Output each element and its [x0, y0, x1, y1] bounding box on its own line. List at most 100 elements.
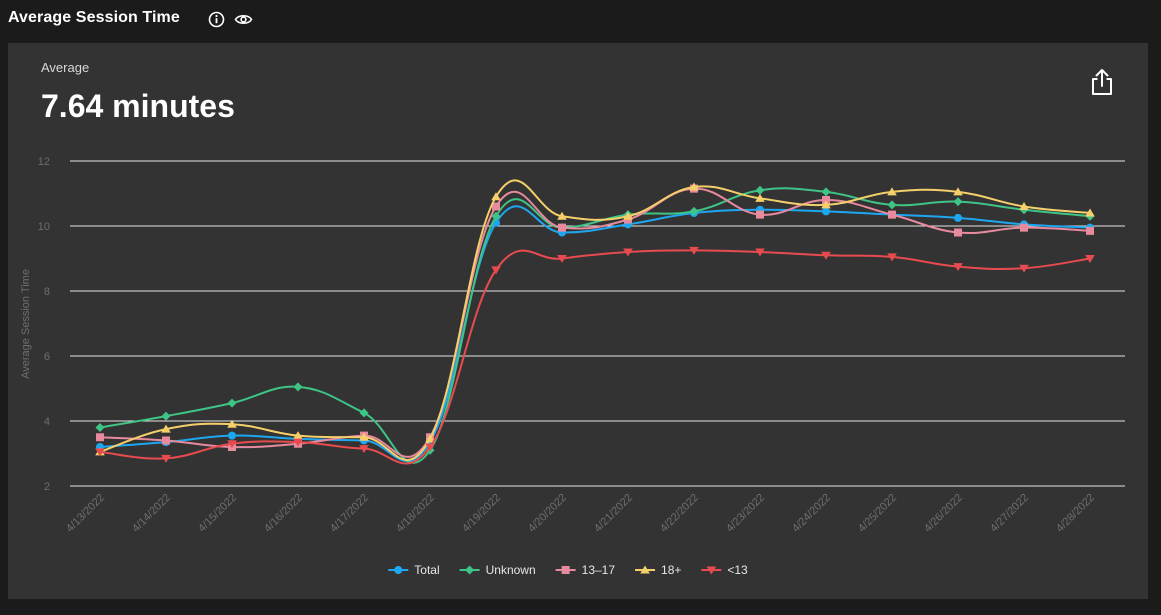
x-tick-label: 4/23/2022: [724, 492, 767, 535]
x-tick-label: 4/15/2022: [196, 492, 239, 535]
data-point: [1085, 255, 1095, 263]
data-point: [755, 185, 765, 195]
data-point: [689, 246, 699, 255]
line-chart: 2 4 6 8 10 12 Average Session Time 4/13/2022 4…: [20, 156, 1125, 535]
legend-label: Total: [414, 563, 439, 577]
data-point: [954, 228, 962, 237]
x-tick-label: 4/17/2022: [328, 492, 371, 535]
series-line: [99, 187, 1091, 458]
data-point: [359, 408, 369, 418]
x-tick-label: 4/27/2022: [988, 492, 1031, 535]
legend-item-1[interactable]: Unknown: [459, 563, 536, 577]
data-point: [293, 438, 303, 447]
data-point: [359, 432, 369, 441]
series-line: [99, 249, 1091, 465]
data-point: [425, 443, 435, 452]
legend-item-0[interactable]: Total: [388, 563, 440, 577]
data-point: [887, 253, 897, 262]
data-point: [953, 187, 963, 196]
series-0: [96, 205, 1094, 463]
data-point: [161, 454, 171, 463]
data-point: [1086, 226, 1094, 235]
data-point: [491, 211, 501, 221]
data-point: [821, 187, 831, 197]
data-point: [821, 251, 831, 260]
data-point: [822, 196, 830, 204]
y-tick-label: 6: [44, 351, 50, 363]
x-tick-label: 4/21/2022: [592, 492, 635, 535]
data-point: [1019, 264, 1029, 273]
data-point: [887, 200, 897, 210]
y-tick-label: 2: [44, 481, 50, 493]
eye-icon[interactable]: [234, 11, 253, 28]
data-point: [227, 398, 237, 408]
data-point: [95, 448, 105, 457]
data-point: [95, 423, 105, 432]
data-point: [227, 440, 237, 449]
page-title: Average Session Time: [8, 9, 180, 26]
data-point: [228, 431, 236, 440]
legend-marker: [640, 565, 650, 574]
data-point: [623, 211, 633, 220]
series-3: [95, 179, 1095, 461]
data-point: [953, 197, 963, 207]
data-point: [756, 210, 764, 219]
share-icon[interactable]: [1089, 67, 1115, 97]
data-point: [755, 248, 765, 257]
x-tick-label: 4/20/2022: [526, 492, 569, 535]
legend-marker: [561, 566, 570, 574]
data-point: [557, 255, 567, 263]
average-label: Average: [41, 60, 90, 75]
x-tick-label: 4/22/2022: [658, 492, 701, 535]
data-point: [1019, 202, 1029, 210]
x-tick-label: 4/24/2022: [790, 492, 833, 535]
legend-item-3[interactable]: 18+: [635, 563, 681, 577]
data-point: [822, 207, 830, 216]
chart-card: Average 7.64 minutes 2 4 6 8 10 12 Average Se…: [8, 43, 1148, 599]
series-4: [95, 246, 1095, 465]
legend-label: Unknown: [486, 563, 536, 577]
legend-marker: [706, 566, 717, 575]
series-lines: [95, 179, 1095, 465]
info-icon[interactable]: [208, 11, 225, 28]
y-tick-label: 8: [44, 286, 50, 298]
x-tick-label: 4/13/2022: [64, 492, 107, 535]
legend-label: <13: [727, 563, 748, 577]
x-tick-label: 4/16/2022: [262, 492, 305, 535]
legend-item-2[interactable]: 13–17: [555, 563, 616, 577]
data-point: [161, 424, 171, 433]
legend-marker: [394, 566, 403, 574]
legend-item-4[interactable]: <13: [701, 563, 748, 577]
legend-marker: [465, 565, 475, 575]
data-point: [491, 266, 501, 275]
x-tick-label: 4/25/2022: [856, 492, 899, 535]
data-point: [689, 206, 699, 216]
data-point: [227, 419, 237, 428]
data-point: [887, 187, 897, 196]
data-point: [821, 200, 831, 209]
series-line: [99, 179, 1091, 461]
data-point: [492, 202, 500, 211]
x-tick-label: 4/26/2022: [922, 492, 965, 535]
chart-legend: Total Unknown 13–17 18+ <13: [388, 563, 748, 577]
data-point: [888, 210, 896, 219]
data-point: [96, 433, 104, 442]
data-point: [558, 223, 566, 232]
data-point: [755, 193, 765, 202]
x-tick-label: 4/19/2022: [460, 492, 503, 535]
header-bar: Average Session Time: [0, 0, 1161, 40]
series-line: [99, 205, 1091, 463]
y-tick-label: 12: [38, 156, 50, 168]
series-2: [96, 184, 1094, 458]
data-point: [293, 431, 303, 440]
x-axis-ticks: 4/13/2022 4/14/2022 4/15/2022 4/16/2022 4/17…: [64, 492, 1097, 535]
data-point: [623, 248, 633, 257]
y-tick-label: 10: [38, 221, 50, 233]
data-point: [557, 211, 567, 220]
y-tick-label: 4: [44, 416, 50, 428]
legend-label: 13–17: [582, 563, 616, 577]
data-point: [161, 411, 171, 421]
y-axis-label: Average Session Time: [20, 269, 32, 379]
data-point: [293, 382, 303, 392]
legend-label: 18+: [661, 563, 681, 577]
